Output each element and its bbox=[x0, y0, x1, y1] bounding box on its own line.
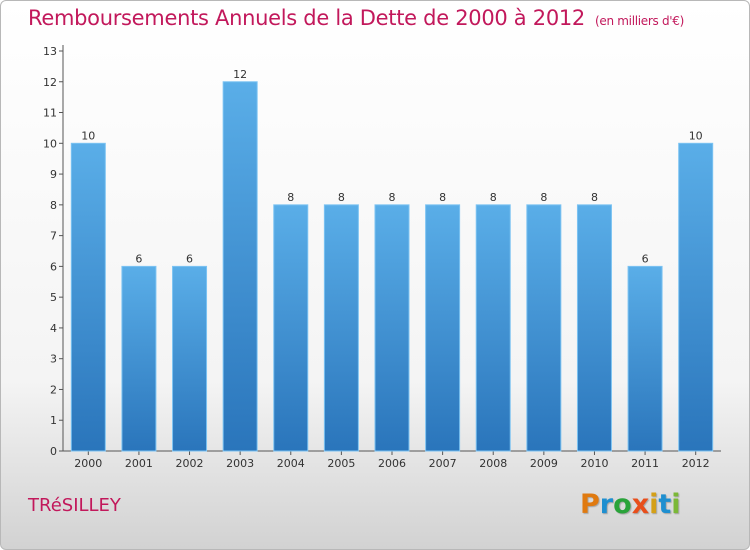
data-label: 8 bbox=[490, 191, 497, 204]
x-tick-label: 2004 bbox=[277, 457, 305, 470]
y-tick-label: 0 bbox=[50, 445, 57, 458]
logo-letter: P bbox=[580, 489, 600, 520]
x-tick-label: 2001 bbox=[125, 457, 153, 470]
bar bbox=[374, 204, 410, 452]
y-tick-label: 12 bbox=[43, 76, 57, 89]
chart-title: Remboursements Annuels de la Dette de 20… bbox=[28, 6, 684, 30]
y-tick-label: 5 bbox=[50, 291, 57, 304]
proxiti-logo: Proxiti bbox=[580, 489, 681, 520]
bar bbox=[121, 265, 157, 452]
data-label: 8 bbox=[591, 191, 598, 204]
data-label: 12 bbox=[233, 68, 247, 81]
x-tick-label: 2012 bbox=[682, 457, 710, 470]
x-tick-label: 2010 bbox=[580, 457, 608, 470]
x-tick-label: 2005 bbox=[327, 457, 355, 470]
y-tick-label: 11 bbox=[43, 107, 57, 120]
logo-letter: o bbox=[613, 489, 632, 520]
data-label: 8 bbox=[389, 191, 396, 204]
y-tick-label: 4 bbox=[50, 322, 57, 335]
x-tick-label: 2000 bbox=[74, 457, 102, 470]
bar bbox=[70, 142, 106, 452]
x-tick-label: 2008 bbox=[479, 457, 507, 470]
y-tick-label: 3 bbox=[50, 353, 57, 366]
bars bbox=[70, 81, 714, 452]
bar bbox=[576, 204, 612, 452]
data-label: 8 bbox=[338, 191, 345, 204]
data-label: 8 bbox=[540, 191, 547, 204]
data-label: 10 bbox=[689, 129, 703, 142]
logo-letter: t bbox=[658, 489, 672, 520]
bar bbox=[475, 204, 511, 452]
y-tick-label: 10 bbox=[43, 137, 57, 150]
bar bbox=[273, 204, 309, 452]
y-tick-label: 1 bbox=[50, 414, 57, 427]
bar bbox=[172, 265, 208, 452]
y-tick-label: 9 bbox=[50, 168, 57, 181]
bar bbox=[678, 142, 714, 452]
data-label: 8 bbox=[439, 191, 446, 204]
y-tick-label: 6 bbox=[50, 260, 57, 273]
x-tick-label: 2002 bbox=[176, 457, 204, 470]
data-label: 6 bbox=[135, 252, 142, 265]
x-tick-label: 2009 bbox=[530, 457, 558, 470]
bar bbox=[222, 81, 258, 452]
x-tick-label: 2006 bbox=[378, 457, 406, 470]
x-tick-label: 2007 bbox=[429, 457, 457, 470]
data-label: 6 bbox=[186, 252, 193, 265]
y-tick-label: 7 bbox=[50, 230, 57, 243]
data-label: 6 bbox=[642, 252, 649, 265]
chart-subtitle: (en milliers d'€) bbox=[595, 14, 685, 28]
logo-letter: i bbox=[649, 489, 659, 520]
bar bbox=[425, 204, 461, 452]
commune-name: TRéSILLEY bbox=[28, 495, 121, 516]
y-tick-label: 2 bbox=[50, 383, 57, 396]
x-tick-label: 2011 bbox=[631, 457, 659, 470]
y-tick-label: 13 bbox=[43, 45, 57, 58]
logo-letter: x bbox=[631, 489, 650, 520]
data-labels: 10 6 6 12 8 8 8 8 8 8 8 6 10 bbox=[81, 68, 702, 266]
chart-title-text: Remboursements Annuels de la Dette de 20… bbox=[28, 6, 585, 30]
bar bbox=[627, 265, 663, 452]
y-tick-label: 8 bbox=[50, 199, 57, 212]
bar bbox=[526, 204, 562, 452]
logo-letter: r bbox=[599, 489, 614, 520]
data-label: 8 bbox=[287, 191, 294, 204]
bar bbox=[323, 204, 359, 452]
logo-letter: i bbox=[671, 489, 681, 520]
x-tick-label: 2003 bbox=[226, 457, 254, 470]
data-label: 10 bbox=[81, 129, 95, 142]
